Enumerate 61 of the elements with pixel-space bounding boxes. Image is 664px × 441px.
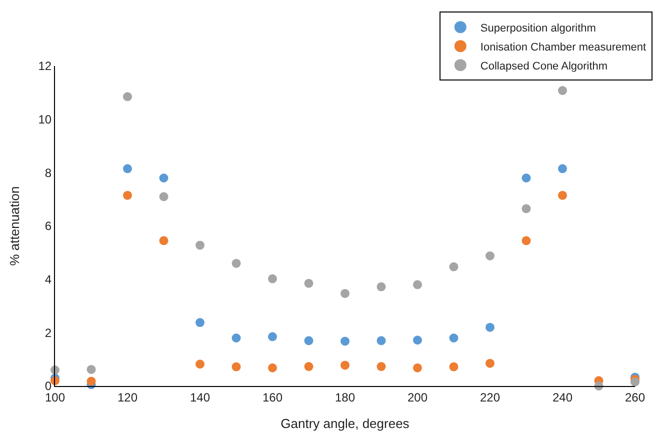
point bbox=[486, 251, 494, 260]
y-tick-label: 2 bbox=[44, 326, 52, 340]
point bbox=[376, 362, 386, 372]
point bbox=[376, 336, 386, 346]
point bbox=[196, 318, 204, 328]
point bbox=[522, 236, 531, 246]
point bbox=[449, 334, 458, 342]
x-tick-label: 160 bbox=[262, 390, 283, 404]
point bbox=[159, 174, 168, 182]
point bbox=[232, 258, 241, 268]
legend-label: Collapsed Cone Algorithm bbox=[480, 60, 608, 72]
legend-label: Ionisation Chamber measurement bbox=[480, 41, 646, 54]
point bbox=[268, 332, 277, 342]
point bbox=[86, 364, 96, 374]
x-tick-label: 220 bbox=[480, 390, 500, 404]
point bbox=[232, 334, 241, 342]
point bbox=[376, 282, 386, 292]
point bbox=[159, 236, 168, 246]
y-axis-title: % attenuation bbox=[7, 186, 22, 266]
point bbox=[630, 378, 640, 386]
point bbox=[232, 362, 241, 372]
x-tick-label: 140 bbox=[190, 390, 210, 404]
y-tick-label: 12 bbox=[38, 59, 52, 74]
point bbox=[340, 336, 350, 346]
point bbox=[486, 322, 494, 332]
point bbox=[413, 280, 422, 290]
x-tick-label: 120 bbox=[117, 390, 138, 404]
point bbox=[304, 278, 314, 288]
point bbox=[558, 190, 567, 200]
x-tick-label: 200 bbox=[407, 390, 428, 404]
x-tick-label: 240 bbox=[552, 390, 573, 404]
point bbox=[123, 190, 132, 200]
point bbox=[196, 360, 204, 369]
legend-label: Superposition algorithm bbox=[480, 22, 596, 34]
point bbox=[268, 274, 277, 284]
point bbox=[268, 363, 277, 372]
y-tick-label: 6 bbox=[44, 219, 52, 234]
point bbox=[522, 174, 531, 182]
y-tick-label: 8 bbox=[44, 166, 52, 180]
point bbox=[558, 164, 567, 174]
x-axis-title: Gantry angle, degrees bbox=[280, 416, 410, 431]
point bbox=[522, 204, 531, 214]
point bbox=[413, 336, 422, 345]
point bbox=[449, 262, 458, 272]
point bbox=[159, 192, 168, 202]
point bbox=[449, 362, 458, 372]
point bbox=[304, 336, 314, 346]
point bbox=[123, 164, 132, 174]
point bbox=[123, 92, 132, 102]
point bbox=[558, 86, 567, 96]
point bbox=[304, 362, 314, 372]
point bbox=[86, 376, 96, 386]
y-tick-label: 10 bbox=[38, 112, 52, 127]
point bbox=[340, 288, 350, 298]
x-tick-label: 180 bbox=[334, 390, 356, 404]
x-tick-label: 260 bbox=[624, 390, 646, 404]
point bbox=[340, 360, 350, 370]
point bbox=[486, 358, 494, 368]
point bbox=[413, 363, 422, 372]
y-tick-label: 4 bbox=[44, 272, 52, 287]
point bbox=[196, 240, 204, 250]
